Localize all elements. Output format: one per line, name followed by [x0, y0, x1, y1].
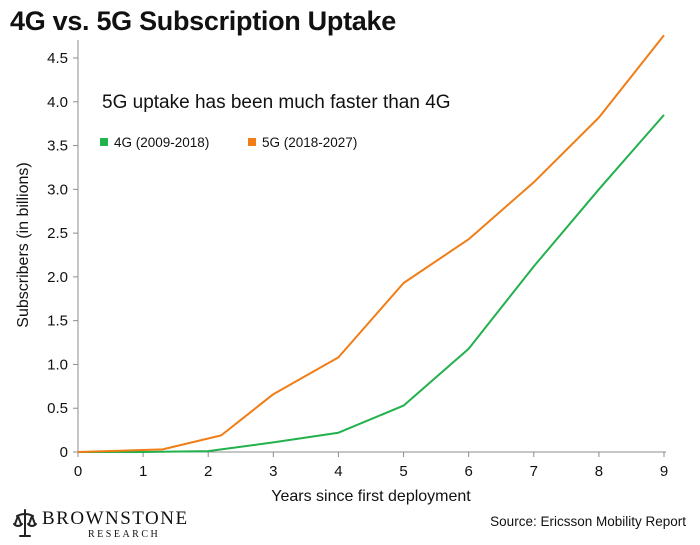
legend-item-2: 5G (2018-2027)	[248, 135, 357, 150]
y-tick-label: 2.5	[47, 225, 68, 242]
y-tick-label: 0	[60, 444, 68, 461]
x-axis-title: Years since first deployment	[271, 488, 471, 505]
y-tick-label: 3.5	[47, 138, 68, 155]
annotation-text: 5G uptake has been much faster than 4G	[102, 92, 451, 113]
x-tick-label: 6	[464, 463, 472, 480]
brand-subtitle: RESEARCH	[88, 529, 161, 540]
x-tick-label: 8	[595, 463, 603, 480]
legend-label: 4G (2009-2018)	[114, 135, 209, 150]
legend-item-1: 4G (2009-2018)	[100, 135, 209, 150]
x-tick-label: 3	[269, 463, 277, 480]
y-tick-label: 4.5	[47, 50, 68, 67]
x-tick-label: 9	[660, 463, 668, 480]
legend-swatch	[100, 138, 108, 146]
y-tick-label: 1.0	[47, 356, 68, 373]
x-tick-label: 7	[530, 463, 538, 480]
brand-name: BROWNSTONE	[42, 508, 189, 529]
y-tick-label: 1.5	[47, 313, 68, 330]
x-tick-label: 5	[399, 463, 407, 480]
y-tick-label: 3.0	[47, 181, 68, 198]
x-tick-label: 4	[334, 463, 342, 480]
y-tick-label: 2.0	[47, 269, 68, 286]
x-tick-label: 0	[74, 463, 82, 480]
legend-swatch	[248, 138, 256, 146]
y-tick-label: 0.5	[47, 400, 68, 417]
chart-title: 4G vs. 5G Subscription Uptake	[10, 6, 396, 36]
series-line-1	[78, 114, 665, 453]
y-axis-title: Subscribers (in billions)	[15, 162, 32, 327]
legend-label: 5G (2018-2027)	[262, 135, 357, 150]
x-tick-label: 1	[139, 463, 147, 480]
x-tick-label: 2	[204, 463, 212, 480]
series-line-2	[77, 34, 665, 453]
y-tick-label: 4.0	[47, 94, 68, 111]
source-note: Source: Ericsson Mobility Report	[490, 514, 686, 529]
brownstone-logo-icon	[13, 509, 37, 537]
